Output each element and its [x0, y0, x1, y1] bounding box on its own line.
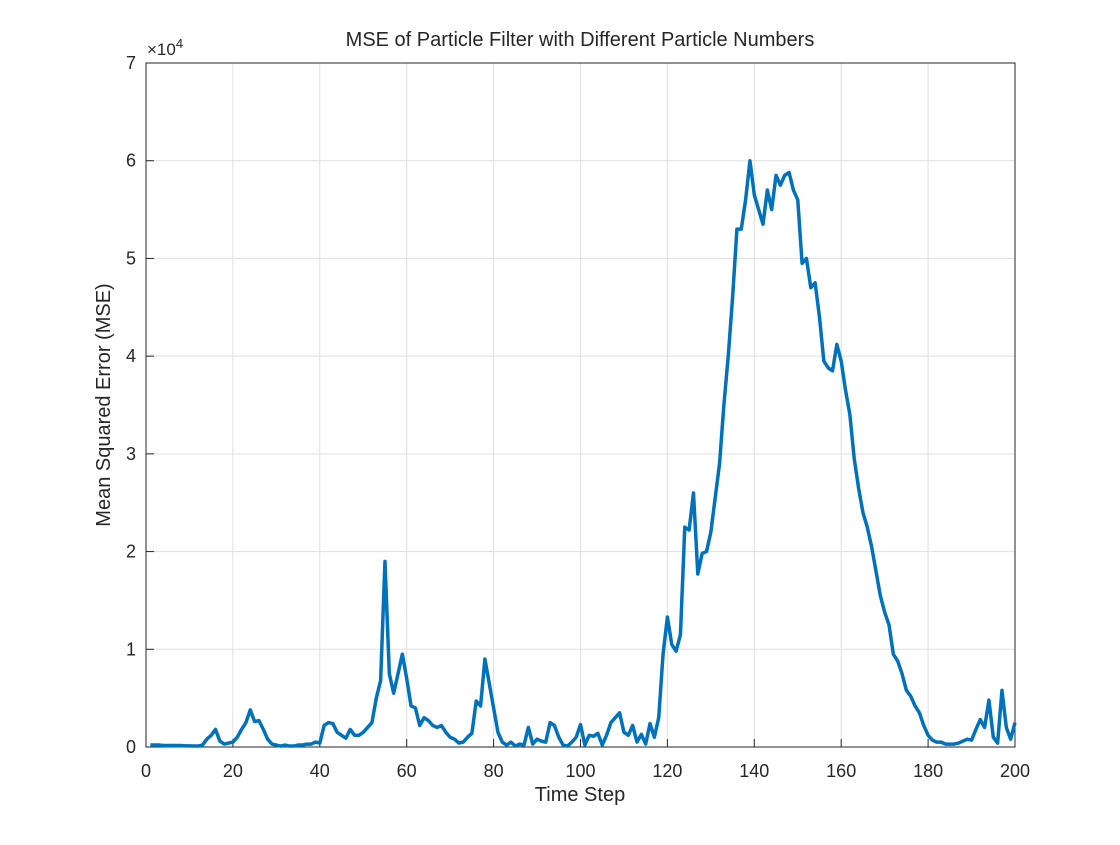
y-tick-label: 1: [126, 639, 136, 659]
x-tick-label: 100: [565, 761, 595, 781]
x-tick-label: 80: [484, 761, 504, 781]
x-tick-label: 180: [913, 761, 943, 781]
x-tick-label: 120: [652, 761, 682, 781]
y-tick-label: 5: [126, 248, 136, 268]
y-tick-label: 4: [126, 346, 136, 366]
data-line: [150, 158, 1017, 748]
y-axis-label: Mean Squared Error (MSE): [93, 283, 115, 526]
x-tick-label: 20: [223, 761, 243, 781]
x-tick-label: 40: [310, 761, 330, 781]
x-tick-label: 200: [1000, 761, 1030, 781]
chart-title: MSE of Particle Filter with Different Pa…: [346, 29, 815, 51]
y-multiplier-base: ×10: [147, 40, 176, 59]
x-axis-label: Time Step: [535, 784, 625, 806]
y-tick-label: 0: [126, 737, 136, 757]
x-tick-label: 160: [826, 761, 856, 781]
y-tick-label: 2: [126, 542, 136, 562]
y-tick-label: 6: [126, 151, 136, 171]
y-multiplier: ×104: [147, 36, 183, 59]
y-multiplier-exponent: 4: [176, 36, 183, 51]
x-tick-label: 140: [739, 761, 769, 781]
axes-box: [145, 62, 1016, 748]
y-tick-label: 7: [126, 53, 136, 73]
y-tick-label: 3: [126, 444, 136, 464]
x-tick-label: 0: [141, 761, 151, 781]
x-tick-label: 60: [397, 761, 417, 781]
